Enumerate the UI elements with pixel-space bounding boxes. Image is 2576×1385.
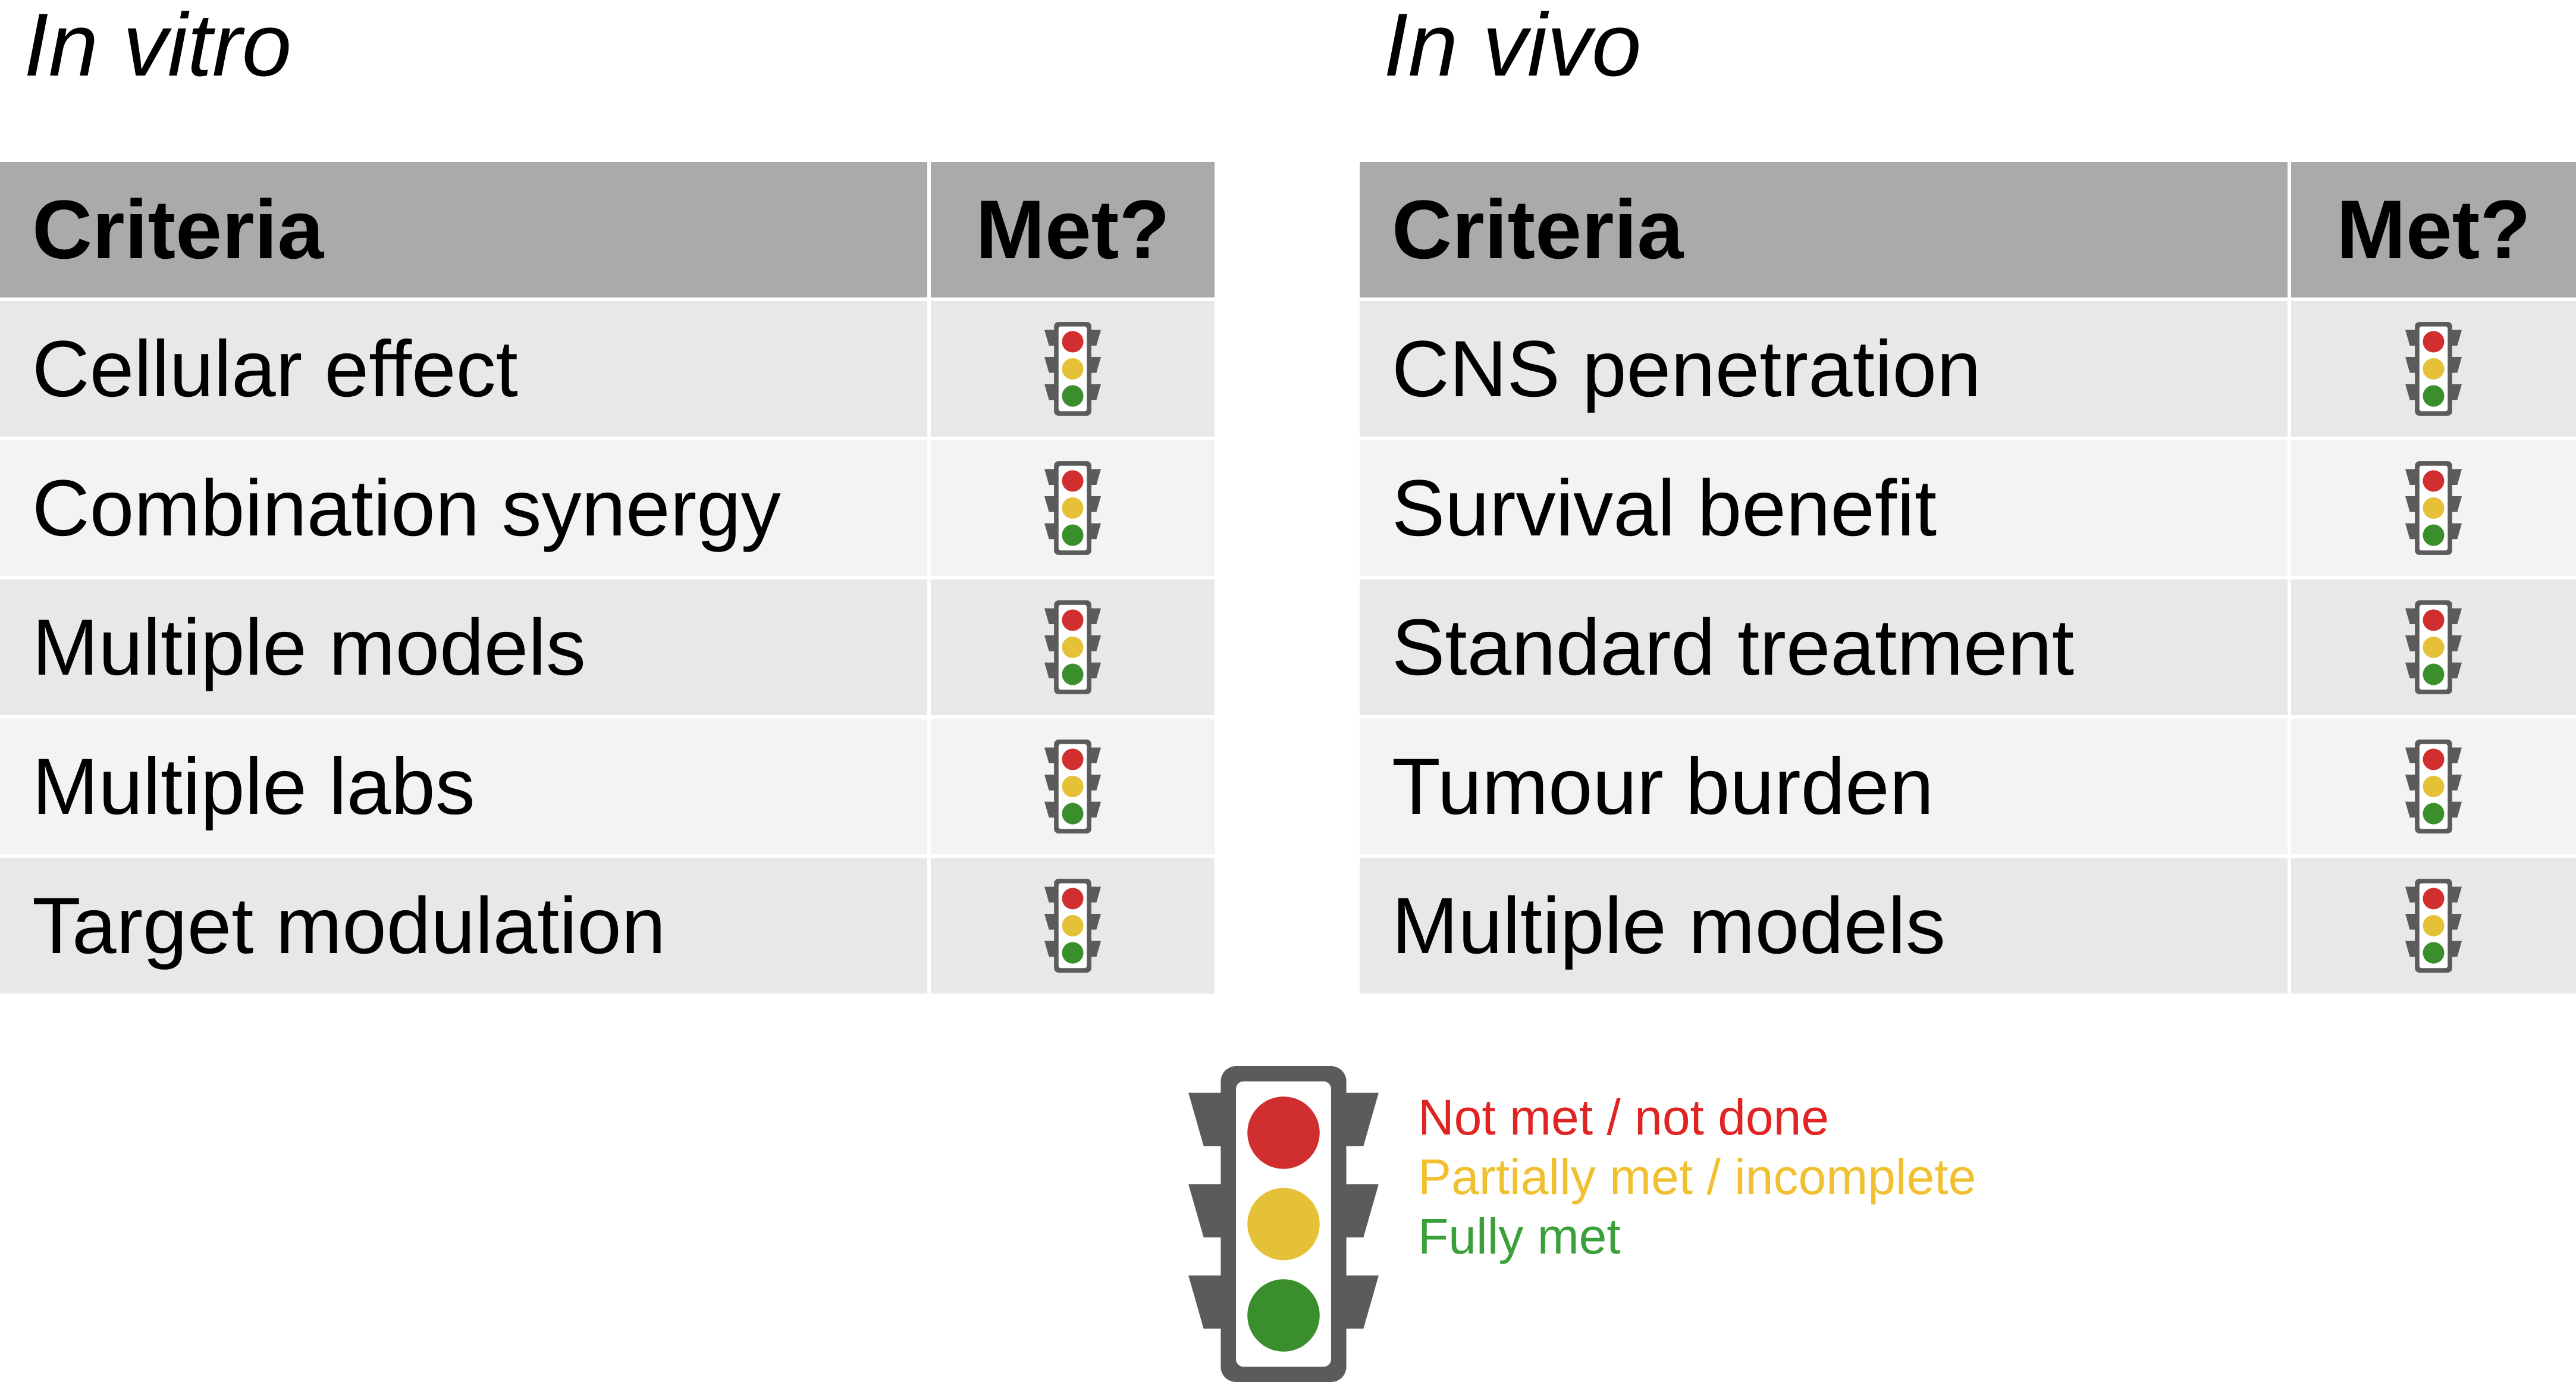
table-row: Combination synergy [0, 440, 1215, 579]
met-status-cell [931, 719, 1215, 858]
legend-fully-met-label: Fully met [1418, 1208, 1621, 1264]
met-status-cell [931, 440, 1215, 579]
criterion-label: Tumour burden [1360, 719, 2291, 858]
met-status-cell [2291, 301, 2576, 440]
traffic-light-icon [931, 322, 1215, 416]
traffic-light-icon [2291, 739, 2576, 833]
traffic-light-icon [2291, 879, 2576, 973]
traffic-light-icon [931, 461, 1215, 555]
criterion-label: Combination synergy [0, 440, 931, 579]
in-vivo-table: Criteria Met? CNS penetration Survival b… [1360, 162, 2576, 997]
criterion-label: Survival benefit [1360, 440, 2291, 579]
criterion-label: Target modulation [0, 858, 931, 997]
legend-traffic-light-icon [1188, 1066, 1379, 1385]
criterion-label: Standard treatment [1360, 579, 2291, 719]
met-status-cell [2291, 579, 2576, 719]
legend-partially-met-label: Partially met / incomplete [1418, 1149, 1976, 1205]
traffic-light-icon [2291, 600, 2576, 694]
criteria-column-header: Criteria [1360, 162, 2291, 301]
in-vitro-heading: In vitro [24, 0, 292, 95]
traffic-light-icon [2291, 461, 2576, 555]
criteria-column-header: Criteria [0, 162, 931, 301]
table-row: Standard treatment [1360, 579, 2576, 719]
table-row: Multiple models [1360, 858, 2576, 997]
criterion-label: Multiple models [0, 579, 931, 719]
met-status-cell [931, 301, 1215, 440]
in-vivo-heading: In vivo [1383, 0, 1642, 95]
table-header-row: Criteria Met? [0, 162, 1215, 301]
criterion-label: Cellular effect [0, 301, 931, 440]
table-header-row: Criteria Met? [1360, 162, 2576, 301]
table-row: Target modulation [0, 858, 1215, 997]
met-status-cell [2291, 719, 2576, 858]
traffic-light-icon [931, 739, 1215, 833]
met-status-cell [931, 579, 1215, 719]
met-status-cell [931, 858, 1215, 997]
in-vitro-table: Criteria Met? Cellular effect Combinatio… [0, 162, 1215, 997]
legend-not-met-label: Not met / not done [1418, 1089, 1830, 1145]
table-row: Cellular effect [0, 301, 1215, 440]
met-column-header: Met? [931, 162, 1215, 301]
criterion-label: CNS penetration [1360, 301, 2291, 440]
traffic-light-icon [931, 600, 1215, 694]
table-row: Multiple labs [0, 719, 1215, 858]
criterion-label: Multiple labs [0, 719, 931, 858]
met-column-header: Met? [2291, 162, 2576, 301]
table-row: Multiple models [0, 579, 1215, 719]
met-status-cell [2291, 858, 2576, 997]
table-row: CNS penetration [1360, 301, 2576, 440]
traffic-light-icon [2291, 322, 2576, 416]
criterion-label: Multiple models [1360, 858, 2291, 997]
table-row: Survival benefit [1360, 440, 2576, 579]
table-row: Tumour burden [1360, 719, 2576, 858]
met-status-cell [2291, 440, 2576, 579]
traffic-light-icon [931, 879, 1215, 973]
